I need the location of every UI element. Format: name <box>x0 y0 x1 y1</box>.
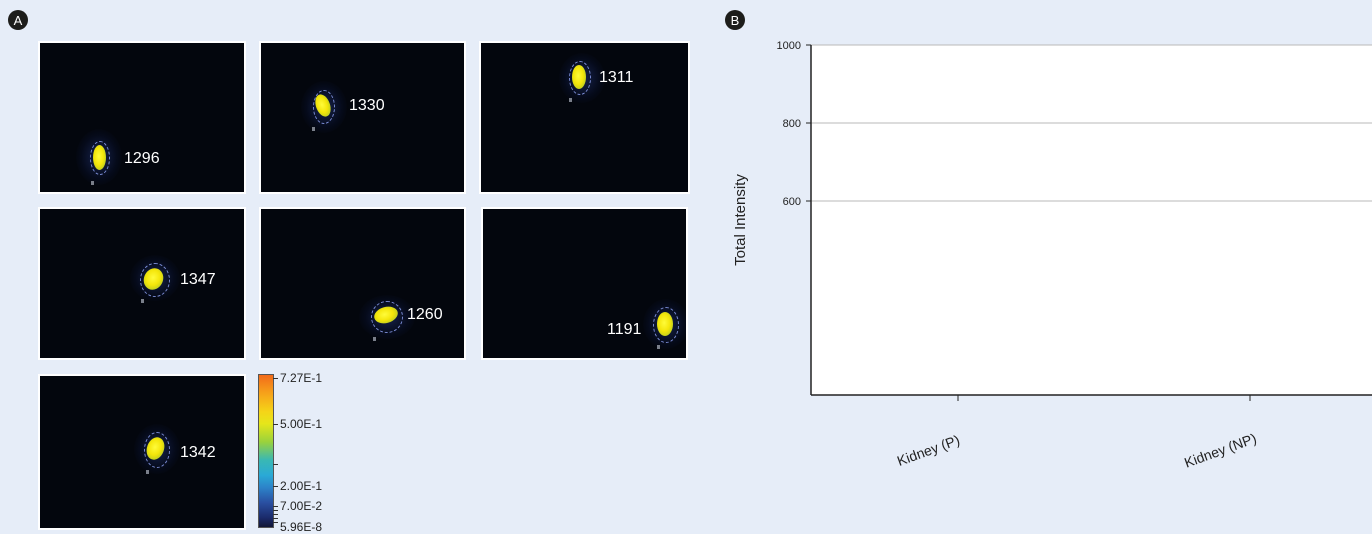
plot-area <box>811 45 1372 395</box>
colorbar-label: 7.00E-2 <box>280 499 323 513</box>
image-tile-6: 1191 <box>481 207 688 360</box>
colorbar-tick <box>273 522 278 523</box>
y-tick-label: 1000 <box>777 40 801 52</box>
colorbar <box>258 374 274 528</box>
colorbar-label: 5.00E-1 <box>280 417 323 431</box>
y-tick-label: 600 <box>783 196 801 208</box>
image-value: 1330 <box>349 97 385 114</box>
colorbar-tick <box>273 378 278 379</box>
image-tile-1: 1296 <box>38 41 246 194</box>
colorbar-label: 5.96E-8 <box>280 520 323 534</box>
image-tile-3: 1311 <box>479 41 690 194</box>
colorbar-tick <box>273 510 278 511</box>
panel-a-label: A <box>8 10 28 30</box>
image-tile-4: 1347 <box>38 207 246 360</box>
colorbar-tick <box>273 464 278 465</box>
y-tick-label: 800 <box>783 118 801 130</box>
image-tile-5: 1260 <box>259 207 466 360</box>
x-tick-label: Kidney (P) <box>895 432 962 469</box>
colorbar-tick <box>273 518 278 519</box>
image-value: 1311 <box>599 69 634 86</box>
image-value: 1191 <box>607 321 642 338</box>
colorbar-tick <box>273 506 278 507</box>
image-value: 1296 <box>124 150 160 167</box>
colorbar-label: 2.00E-1 <box>280 479 323 493</box>
colorbar-tick <box>273 424 278 425</box>
image-value: 1347 <box>180 271 216 288</box>
image-tile-2: 1330 <box>259 41 466 194</box>
image-tile-7: 1342 <box>38 374 246 530</box>
image-value: 1260 <box>407 306 443 323</box>
colorbar-label: 7.27E-1 <box>280 371 323 385</box>
panel-b-label: B <box>725 10 745 30</box>
image-value: 1342 <box>180 444 216 461</box>
colorbar-tick <box>273 514 278 515</box>
y-axis-label: Total Intensity <box>732 174 749 266</box>
colorbar-tick <box>273 486 278 487</box>
x-tick-label: Kidney (NP) <box>1182 430 1258 471</box>
